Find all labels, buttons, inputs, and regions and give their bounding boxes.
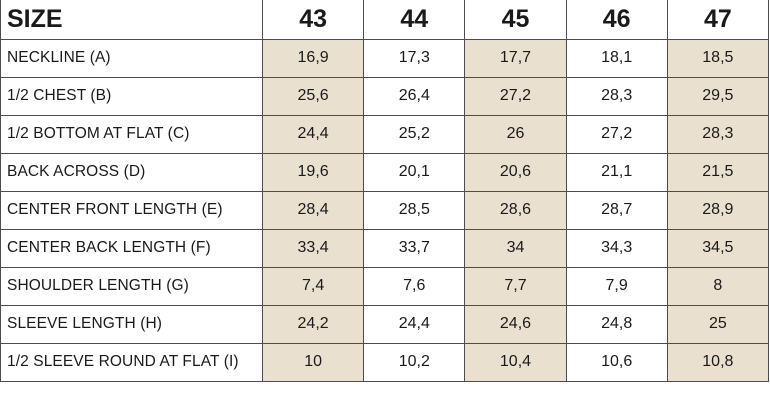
row-label: CENTER BACK LENGTH (F) [0, 228, 263, 268]
size-chart-table: SIZE 43 44 45 46 47 NECKLINE (A) 16,9 17… [0, 0, 769, 382]
table-cell: 28,3 [666, 114, 769, 154]
table-cell: 17,7 [464, 38, 567, 78]
table-cell: 19,6 [261, 152, 365, 192]
table-cell: 20,1 [363, 152, 466, 192]
table-cell: 28,4 [261, 190, 365, 230]
size-header-45: 45 [464, 0, 567, 40]
table-cell: 26 [464, 114, 567, 154]
row-label: CENTER FRONT LENGTH (E) [0, 190, 263, 230]
table-row: 1/2 SLEEVE ROUND AT FLAT (I) 10 10,2 10,… [0, 342, 769, 382]
table-cell: 24,8 [565, 304, 668, 344]
table-cell: 24,2 [261, 304, 365, 344]
table-cell: 28,5 [363, 190, 466, 230]
table-cell: 24,6 [464, 304, 567, 344]
table-cell: 25,6 [261, 76, 365, 116]
table-cell: 27,2 [565, 114, 668, 154]
row-label: NECKLINE (A) [0, 38, 263, 78]
table-row: SHOULDER LENGTH (G) 7,4 7,6 7,7 7,9 8 [0, 266, 769, 306]
table-cell: 25,2 [363, 114, 466, 154]
table-row: BACK ACROSS (D) 19,6 20,1 20,6 21,1 21,5 [0, 152, 769, 192]
table-row: 1/2 CHEST (B) 25,6 26,4 27,2 28,3 29,5 [0, 76, 769, 116]
table-cell: 10,2 [363, 342, 466, 382]
table-cell: 7,4 [261, 266, 365, 306]
table-cell: 10,8 [666, 342, 769, 382]
size-header-46: 46 [565, 0, 668, 40]
table-row: CENTER BACK LENGTH (F) 33,4 33,7 34 34,3… [0, 228, 769, 268]
table-cell: 21,1 [565, 152, 668, 192]
table-cell: 10,4 [464, 342, 567, 382]
table-cell: 34,3 [565, 228, 668, 268]
table-cell: 29,5 [666, 76, 769, 116]
table-cell: 7,7 [464, 266, 567, 306]
header-row: SIZE 43 44 45 46 47 [0, 0, 769, 40]
table-cell: 28,9 [666, 190, 769, 230]
table-cell: 28,7 [565, 190, 668, 230]
row-label: SHOULDER LENGTH (G) [0, 266, 263, 306]
table-cell: 27,2 [464, 76, 567, 116]
row-label: BACK ACROSS (D) [0, 152, 263, 192]
row-label: 1/2 SLEEVE ROUND AT FLAT (I) [0, 342, 263, 382]
table-cell: 26,4 [363, 76, 466, 116]
table-row: NECKLINE (A) 16,9 17,3 17,7 18,1 18,5 [0, 38, 769, 78]
table-cell: 7,9 [565, 266, 668, 306]
table-cell: 7,6 [363, 266, 466, 306]
row-label: 1/2 CHEST (B) [0, 76, 263, 116]
table-cell: 20,6 [464, 152, 567, 192]
table-cell: 33,4 [261, 228, 365, 268]
size-header-44: 44 [363, 0, 466, 40]
row-label: 1/2 BOTTOM AT FLAT (C) [0, 114, 263, 154]
table-cell: 24,4 [363, 304, 466, 344]
table-cell: 25 [666, 304, 769, 344]
table-cell: 34,5 [666, 228, 769, 268]
table-cell: 28,6 [464, 190, 567, 230]
size-header-47: 47 [666, 0, 769, 40]
table-cell: 28,3 [565, 76, 668, 116]
table-cell: 17,3 [363, 38, 466, 78]
table-cell: 18,5 [666, 38, 769, 78]
table-cell: 33,7 [363, 228, 466, 268]
table-cell: 10,6 [565, 342, 668, 382]
size-header-label: SIZE [0, 0, 263, 40]
table-row: CENTER FRONT LENGTH (E) 28,4 28,5 28,6 2… [0, 190, 769, 230]
table-row: 1/2 BOTTOM AT FLAT (C) 24,4 25,2 26 27,2… [0, 114, 769, 154]
table-cell: 34 [464, 228, 567, 268]
table-cell: 18,1 [565, 38, 668, 78]
table-row: SLEEVE LENGTH (H) 24,2 24,4 24,6 24,8 25 [0, 304, 769, 344]
size-header-43: 43 [261, 0, 365, 40]
table-cell: 21,5 [666, 152, 769, 192]
row-label: SLEEVE LENGTH (H) [0, 304, 263, 344]
table-cell: 24,4 [261, 114, 365, 154]
table-cell: 8 [666, 266, 769, 306]
table-cell: 16,9 [261, 38, 365, 78]
table-cell: 10 [261, 342, 365, 382]
